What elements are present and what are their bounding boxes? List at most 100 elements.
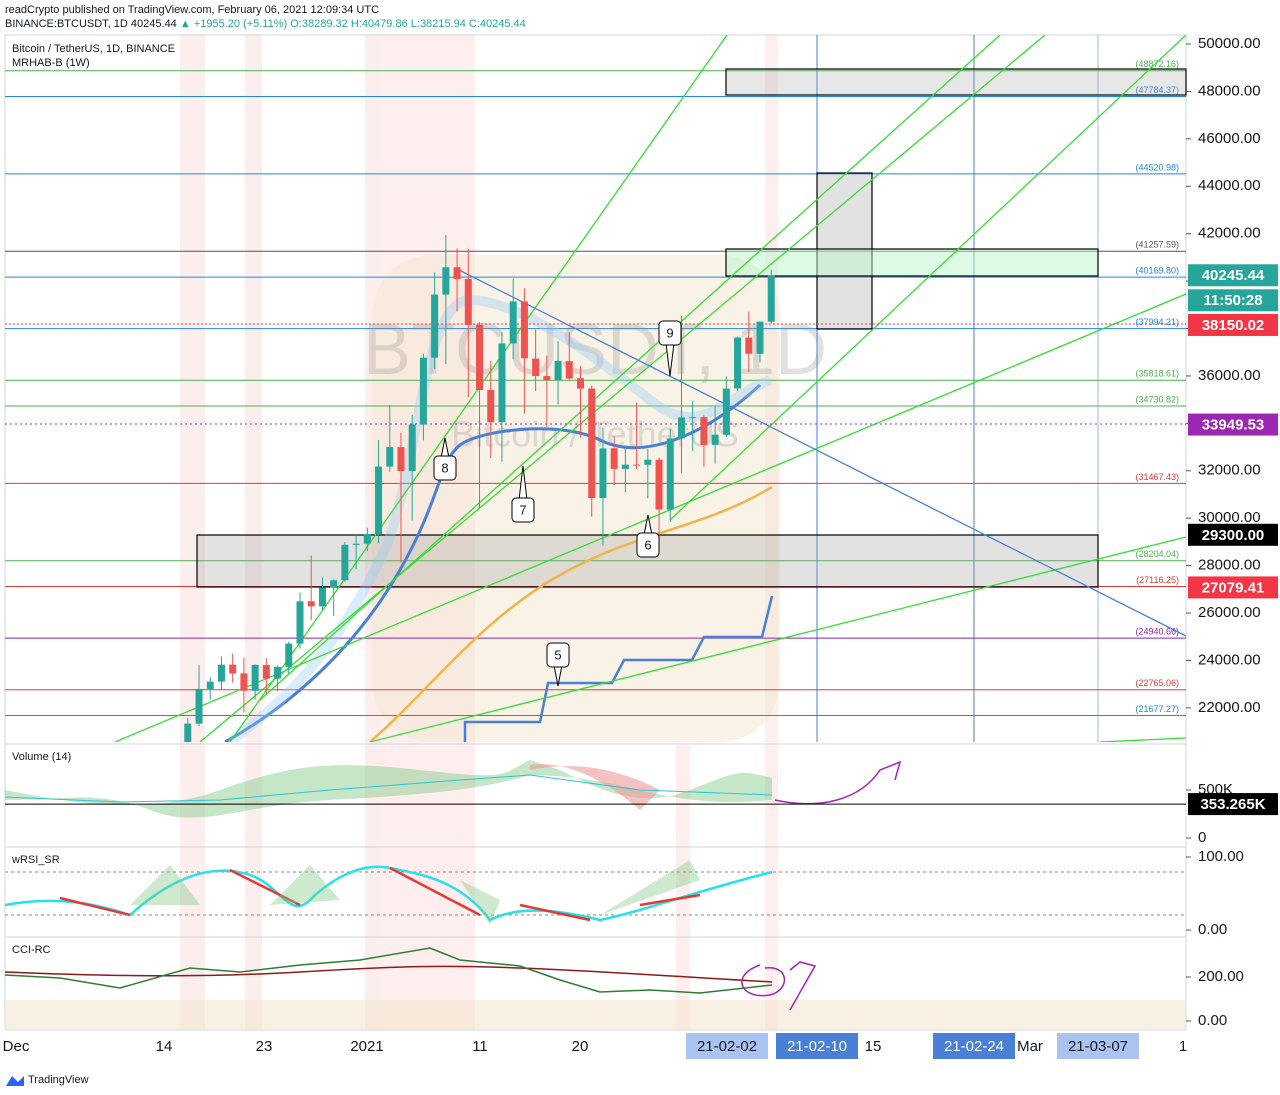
candle-body [408, 424, 416, 472]
candle-body [610, 448, 618, 469]
candle-body [711, 434, 719, 445]
price-tag [1188, 264, 1278, 287]
candle-body [419, 357, 427, 425]
pane-tick-label: 0 [1198, 829, 1206, 846]
countdown: 11:50:28 [1203, 292, 1262, 309]
x-tick-label: 1 [1179, 1038, 1187, 1055]
x-tick-label: 21-02-24 [944, 1038, 1004, 1055]
candle-body [621, 464, 629, 469]
candle-body [577, 378, 584, 389]
level-label: (31467.43) [1135, 472, 1179, 482]
callout-label: 5 [554, 647, 561, 662]
candle-body [307, 601, 315, 607]
level-label: (28204.04) [1135, 549, 1179, 559]
countdown-tag [1188, 289, 1278, 312]
level-label: (37994.21) [1135, 317, 1179, 327]
candle-body [554, 360, 562, 381]
price-tag [1188, 523, 1278, 546]
level-label: (41257.59) [1135, 240, 1179, 250]
candle-body [285, 643, 293, 667]
x-tick-label: 20 [572, 1038, 589, 1055]
candle-body [476, 324, 484, 391]
callout-pointer [643, 514, 653, 536]
price-tag-label: 40245.44 [1202, 267, 1265, 284]
cloud-area [372, 255, 780, 742]
candle-body [689, 417, 697, 419]
x-tick-label: 11 [472, 1038, 488, 1055]
candle-body [532, 358, 540, 377]
price-tag [1188, 413, 1278, 436]
candle-body [206, 681, 214, 689]
level-label: (21677.27) [1135, 704, 1179, 714]
pane-tag [1188, 793, 1278, 816]
last: 40245.44 [131, 18, 177, 30]
candle-body [644, 459, 652, 465]
callout-label: 6 [644, 537, 651, 552]
pane-title: CCI-RC [12, 944, 51, 956]
level-label: (44520.98) [1135, 162, 1179, 172]
candle-body [397, 447, 405, 472]
candle-body [767, 275, 775, 322]
y-tick-label: 26000.00 [1198, 604, 1261, 621]
x-label-box [686, 1033, 768, 1059]
trend-lines [114, 35, 1186, 742]
x-label-box [776, 1033, 858, 1059]
candle-body [386, 447, 394, 467]
x-tick-label: 23 [256, 1038, 273, 1055]
y-tick-label: 30000.00 [1198, 509, 1261, 526]
candle-body [318, 587, 326, 607]
footer-logo [6, 1076, 24, 1086]
level-label: (24940.66) [1135, 627, 1179, 637]
candle-body [229, 664, 237, 674]
price-tag-label: 29300.00 [1202, 527, 1265, 544]
price-tag [1188, 576, 1278, 599]
candle-body [734, 337, 742, 389]
candle-body [588, 388, 596, 499]
candle-body [745, 337, 753, 354]
candle-body [375, 466, 383, 535]
callout-label: 9 [666, 325, 673, 340]
candle-body [363, 534, 371, 544]
candle-body [262, 664, 270, 679]
pane-tick-label: 0.00 [1198, 921, 1227, 938]
candle-body [240, 673, 248, 691]
candle-body [184, 723, 192, 742]
candle-body [655, 459, 663, 510]
pane-tick-label: 200.00 [1198, 968, 1244, 985]
cci-decor [4, 947, 1186, 1030]
candle-body [442, 267, 450, 295]
candle-body [509, 301, 517, 344]
price-tag-label: 27079.41 [1202, 579, 1265, 596]
x-label-box [1057, 1033, 1139, 1059]
callout-box [658, 320, 682, 346]
y-tick-label: 50000.00 [1198, 35, 1261, 52]
callout-pointer [440, 437, 450, 459]
pane-tick-label: 0.00 [1198, 1012, 1227, 1029]
pane-tick-label: 100.00 [1198, 848, 1244, 865]
x-tick-label: 21-03-07 [1068, 1038, 1128, 1055]
chart-subtitle: MRHAB-B (1W) [12, 57, 90, 69]
x-tick-label: 21-02-10 [787, 1038, 847, 1055]
level-label: (22765.06) [1135, 678, 1179, 688]
callout-box [546, 642, 570, 668]
y-tick-label: 46000.00 [1198, 130, 1261, 147]
open: O:38289.32 [290, 18, 348, 30]
level-label: (35818.61) [1135, 369, 1179, 379]
change: ▲ +1955.20 (+5.11%) [180, 18, 287, 30]
level-label: (40169.80) [1135, 265, 1179, 275]
x-tick-label: Dec [3, 1038, 30, 1055]
candle-body [700, 417, 708, 445]
candle-body [274, 666, 282, 679]
candle-body [453, 267, 461, 280]
candle-body [217, 664, 225, 682]
candle-body [677, 417, 685, 439]
callout-box [433, 455, 457, 481]
price-tag-label: 33949.53 [1202, 417, 1265, 434]
close: C:40245.44 [469, 18, 526, 30]
pane-title: Volume (14) [12, 751, 71, 763]
down-trend [454, 267, 1187, 637]
callout-pointer [665, 342, 675, 377]
candle-body [633, 464, 641, 466]
volume-decor [4, 760, 902, 818]
